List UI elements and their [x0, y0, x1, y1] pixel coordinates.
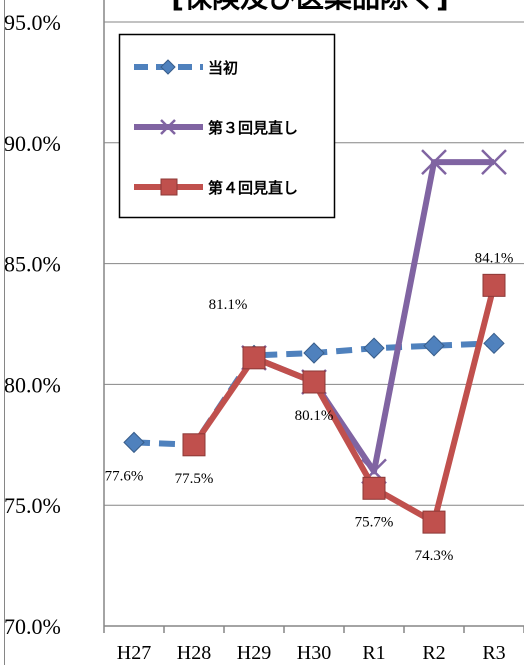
x-tick-label: H27: [117, 642, 151, 664]
series-point: [483, 332, 505, 355]
data-label: 75.7%: [355, 514, 394, 530]
legend-label: 第４回見直し: [208, 179, 298, 197]
y-tick-label: 90.0%: [4, 131, 61, 156]
legend-marker: [160, 59, 176, 75]
series-point: [363, 337, 385, 359]
data-labels: 77.6% 77.5% 81.1% 80.1% 75.7% 74.3% 84.1%: [105, 250, 514, 564]
series-point: [482, 273, 506, 297]
y-tick-label: 95.0%: [4, 10, 61, 35]
axes: 70.0% 75.0% 80.0% 85.0% 90.0% 95.0% H27 H28 H29 H…: [4, 0, 524, 665]
data-label: 77.6%: [105, 468, 144, 484]
legend-marker: [160, 178, 178, 196]
series-line: [191, 284, 497, 526]
series-point: [303, 342, 325, 364]
data-label: 84.1%: [475, 250, 514, 266]
series-point: [422, 510, 446, 534]
series-point: [242, 346, 266, 370]
data-label: 77.5%: [175, 471, 214, 487]
x-tick-label: R2: [422, 642, 445, 664]
series-point: [362, 476, 386, 500]
legend-label: 当初: [208, 59, 238, 77]
data-label: 80.1%: [295, 408, 334, 424]
series-point: [123, 431, 145, 454]
series-1: [123, 332, 505, 456]
series-point: [481, 149, 507, 176]
y-tick-label: 70.0%: [4, 614, 61, 639]
series-point: [423, 335, 445, 357]
y-tick-label: 75.0%: [4, 493, 61, 518]
x-tick-label: H28: [177, 642, 211, 664]
series-layer: [123, 149, 507, 534]
chart-title: [保険及び医薬品除く]: [171, 0, 449, 14]
x-tick-label: R3: [482, 642, 505, 664]
x-tick-label: H29: [237, 642, 271, 664]
x-tick-label: R1: [362, 642, 385, 664]
legend-item: 当初: [134, 59, 238, 77]
series-point: [182, 433, 206, 457]
legend-item: 第４回見直し: [134, 178, 298, 197]
data-label: 81.1%: [209, 297, 248, 313]
series-point: [302, 370, 326, 394]
data-label: 74.3%: [415, 548, 454, 564]
series-point: [421, 149, 447, 176]
legend-marker: [160, 119, 176, 135]
y-tick-label: 85.0%: [4, 252, 61, 277]
legend-item: 第３回見直し: [134, 119, 298, 137]
y-tick-label: 80.0%: [4, 372, 61, 397]
x-tick-label: H30: [297, 642, 331, 664]
series-3: [182, 273, 506, 534]
legend-label: 第３回見直し: [208, 119, 298, 137]
